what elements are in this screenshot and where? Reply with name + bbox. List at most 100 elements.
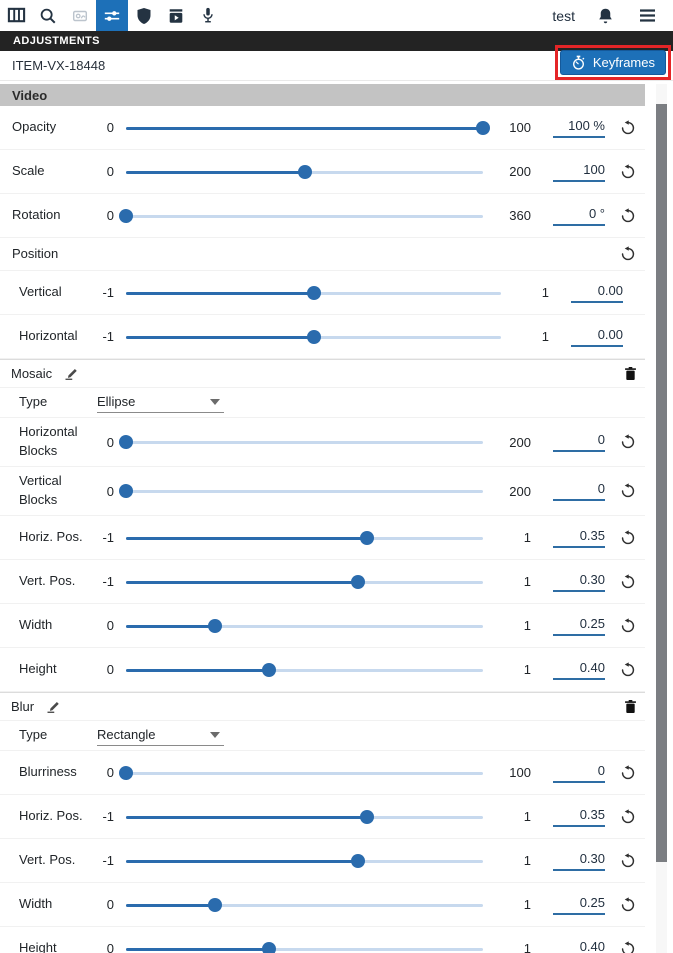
blur-height-value-field[interactable]: 0.40: [553, 939, 605, 953]
search-icon[interactable]: [32, 0, 64, 31]
range-min-label: -1: [102, 853, 114, 868]
blur-vert-pos-value-field[interactable]: 0.30: [553, 851, 605, 871]
export-player-icon[interactable]: [160, 0, 192, 31]
slider-handle[interactable]: [261, 941, 276, 953]
position-vertical-value-field[interactable]: 0.00: [571, 283, 623, 303]
slider-handle[interactable]: [306, 285, 321, 300]
rotation-reset-button[interactable]: [611, 204, 645, 228]
rotation-value-field[interactable]: 0 °: [553, 206, 605, 226]
mosaic-height-reset-button[interactable]: [611, 658, 645, 682]
edit-pencil-icon: [65, 369, 77, 380]
shield-icon[interactable]: [128, 0, 160, 31]
blur-width-row: Width 0 1 0.25: [0, 883, 645, 927]
delete-blur-button[interactable]: [615, 695, 645, 719]
range-min-label: 0: [106, 941, 114, 953]
slider-label: Opacity: [12, 119, 57, 135]
reset-icon: [621, 852, 635, 867]
blur-width-reset-button[interactable]: [611, 893, 645, 917]
blur-blurriness-value-field[interactable]: 0: [553, 763, 605, 783]
position-reset-button[interactable]: [611, 242, 645, 266]
position-horizontal-slider[interactable]: [126, 329, 501, 345]
blur-width-value-field[interactable]: 0.25: [553, 895, 605, 915]
reset-icon: [621, 529, 635, 544]
edit-mosaic-button[interactable]: [60, 362, 82, 386]
reset-icon: [621, 119, 635, 134]
opacity-reset-button[interactable]: [611, 116, 645, 140]
slider-handle[interactable]: [208, 897, 223, 912]
mosaic-horizontal-blocks-reset-button[interactable]: [611, 430, 645, 454]
item-row: ITEM-VX-18448 Keyframes: [0, 45, 673, 81]
blur-vert-pos-slider[interactable]: [126, 853, 483, 869]
scale-slider[interactable]: [126, 164, 483, 180]
position-horizontal-value-field[interactable]: 0.00: [571, 327, 623, 347]
range-max-label: 200: [509, 434, 531, 450]
blur-horiz-pos-value-field[interactable]: 0.35: [553, 807, 605, 827]
slider-handle[interactable]: [261, 662, 276, 677]
mosaic-horizontal-blocks-value-field[interactable]: 0: [553, 432, 605, 452]
mosaic-horizontal-blocks-slider[interactable]: [119, 434, 483, 450]
slider-handle[interactable]: [476, 120, 490, 135]
slider-handle[interactable]: [359, 809, 374, 824]
scale-reset-button[interactable]: [611, 160, 645, 184]
mosaic-vertical-blocks-value-field[interactable]: 0: [553, 481, 605, 501]
slider-handle[interactable]: [351, 853, 366, 868]
mosaic-horiz-pos-reset-button[interactable]: [611, 526, 645, 550]
mosaic-horiz-pos-value-field[interactable]: 0.35: [553, 528, 605, 548]
notifications-bell-icon[interactable]: [593, 0, 617, 31]
mosaic-vertical-blocks-slider[interactable]: [119, 483, 483, 499]
blur-height-slider[interactable]: [126, 941, 483, 953]
scrollbar-thumb[interactable]: [656, 104, 667, 862]
opacity-value-field[interactable]: 100 %: [553, 118, 605, 138]
keyframes-button[interactable]: Keyframes: [559, 50, 666, 75]
user-label[interactable]: test: [552, 7, 575, 24]
slider-handle[interactable]: [297, 164, 312, 179]
slider-handle[interactable]: [119, 208, 133, 223]
mosaic-height-value-field[interactable]: 0.40: [553, 660, 605, 680]
blur-height-reset-button[interactable]: [611, 937, 645, 953]
menu-hamburger-icon[interactable]: [635, 0, 659, 31]
microphone-icon[interactable]: [192, 0, 224, 31]
range-min-label: 0: [106, 434, 114, 450]
mosaic-vert-pos-value-field[interactable]: 0.30: [553, 572, 605, 592]
slider-handle[interactable]: [119, 484, 133, 498]
mosaic-type-select[interactable]: Ellipse: [97, 392, 224, 413]
slider-handle[interactable]: [119, 435, 133, 449]
mosaic-vert-pos-slider[interactable]: [126, 574, 483, 590]
edit-blur-button[interactable]: [42, 695, 64, 719]
slider-handle[interactable]: [359, 530, 374, 545]
slider-handle[interactable]: [351, 574, 366, 589]
opacity-slider[interactable]: [126, 120, 490, 136]
mosaic-width-reset-button[interactable]: [611, 614, 645, 638]
range-min-label: -1: [102, 809, 114, 824]
delete-mosaic-button[interactable]: [615, 362, 645, 386]
select-label: Type: [19, 727, 48, 743]
mosaic-horiz-pos-slider[interactable]: [126, 530, 483, 546]
slider-handle[interactable]: [119, 765, 133, 780]
scrollbar-track[interactable]: [656, 84, 667, 953]
mosaic-width-slider[interactable]: [126, 618, 483, 634]
mosaic-height-slider[interactable]: [126, 662, 483, 678]
blur-horiz-pos-slider[interactable]: [126, 809, 483, 825]
blur-type-select[interactable]: Rectangle: [97, 725, 224, 746]
scale-value-field[interactable]: 100: [553, 162, 605, 182]
blur-vert-pos-reset-button[interactable]: [611, 849, 645, 873]
adjustments-icon[interactable]: [96, 0, 128, 31]
slider-fill: [126, 903, 216, 907]
mosaic-vert-pos-reset-button[interactable]: [611, 570, 645, 594]
blur-width-slider[interactable]: [126, 897, 483, 913]
blur-blurriness-reset-button[interactable]: [611, 761, 645, 785]
slider-handle[interactable]: [208, 618, 223, 633]
position-vertical-slider[interactable]: [126, 285, 501, 301]
section-header-label: Video: [12, 87, 48, 103]
blur-blurriness-slider[interactable]: [119, 765, 483, 781]
layout-columns-icon[interactable]: [0, 0, 32, 31]
range-min-label: 0: [106, 662, 114, 677]
slider-handle[interactable]: [306, 329, 321, 344]
top-toolbar: test: [0, 0, 673, 31]
annotation-highlight-box: Keyframes: [554, 45, 671, 80]
mosaic-width-value-field[interactable]: 0.25: [553, 616, 605, 636]
slider-fill: [126, 170, 305, 174]
blur-horiz-pos-reset-button[interactable]: [611, 805, 645, 829]
rotation-slider[interactable]: [119, 208, 483, 224]
mosaic-vertical-blocks-reset-button[interactable]: [611, 479, 645, 503]
